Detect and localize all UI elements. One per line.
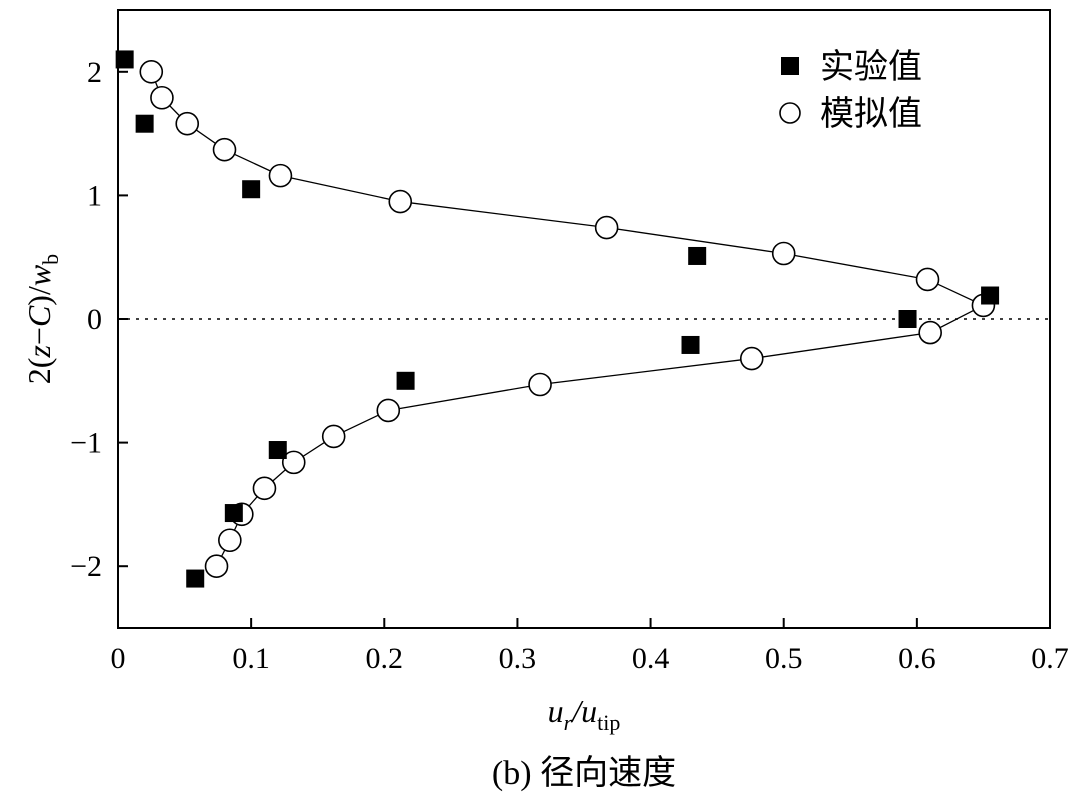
- simulation-point: [388, 189, 413, 214]
- experimental-point: [688, 246, 707, 265]
- x-tick-label: 0.4: [632, 642, 670, 675]
- simulation-point: [281, 450, 306, 475]
- x-tick-label: 0.2: [366, 642, 404, 675]
- x-axis-label: ur/utip: [548, 693, 621, 735]
- simulation-point: [150, 85, 174, 110]
- y-axis-label: 2(z−C)/wb: [21, 254, 63, 384]
- simulation-point: [771, 241, 796, 266]
- experimental-point: [115, 50, 134, 69]
- y-tick-label: 0: [87, 303, 102, 336]
- x-tick-label: 0.3: [499, 642, 537, 675]
- y-axis-ticks: 2 1 0 −1 −2: [70, 56, 128, 583]
- x-tick-label: 0.6: [898, 642, 936, 675]
- simulation-point: [321, 424, 346, 449]
- legend-label-simulation: 模拟值: [820, 95, 922, 133]
- simulation-point: [139, 60, 164, 84]
- experimental-point: [224, 504, 243, 523]
- x-tick-label: 0.7: [1031, 642, 1069, 675]
- experimental-point: [681, 335, 700, 354]
- figure-caption: (b) 径向速度: [492, 754, 676, 792]
- series-points: [115, 50, 1000, 588]
- y-tick-label: 2: [87, 56, 102, 89]
- x-axis-ticks: 0 0.1 0.2 0.3 0.4 0.5 0.6 0.7: [111, 618, 1069, 675]
- legend: 实验值 模拟值: [779, 48, 922, 133]
- y-tick-label: 1: [87, 179, 102, 212]
- simulation-point: [915, 267, 940, 292]
- experimental-point: [186, 569, 205, 588]
- simulation-point: [212, 137, 237, 162]
- experimental-point: [135, 114, 154, 133]
- experimental-point: [898, 310, 917, 328]
- simulation-point: [175, 111, 200, 136]
- simulation-point: [594, 215, 619, 240]
- x-tick-label: 0: [111, 642, 126, 675]
- x-tick-label: 0.5: [765, 642, 803, 675]
- y-tick-label: −1: [70, 427, 102, 460]
- legend-label-experimental: 实验值: [820, 48, 922, 86]
- y-tick-label: −2: [70, 550, 102, 583]
- simulation-point: [268, 163, 293, 188]
- simulation-point: [739, 346, 764, 371]
- experimental-point: [396, 371, 415, 390]
- legend-marker-experimental: [781, 57, 799, 75]
- experimental-point: [981, 286, 1000, 305]
- simulation-point: [204, 554, 229, 579]
- simulation-point: [918, 320, 942, 345]
- x-tick-label: 0.1: [232, 642, 270, 675]
- experimental-point: [242, 180, 261, 199]
- simulation-point: [528, 372, 552, 397]
- experimental-point: [268, 441, 287, 460]
- simulation-point: [252, 476, 277, 501]
- legend-marker-simulation: [779, 102, 801, 124]
- simulation-point: [376, 398, 401, 423]
- simulation-point: [218, 528, 242, 553]
